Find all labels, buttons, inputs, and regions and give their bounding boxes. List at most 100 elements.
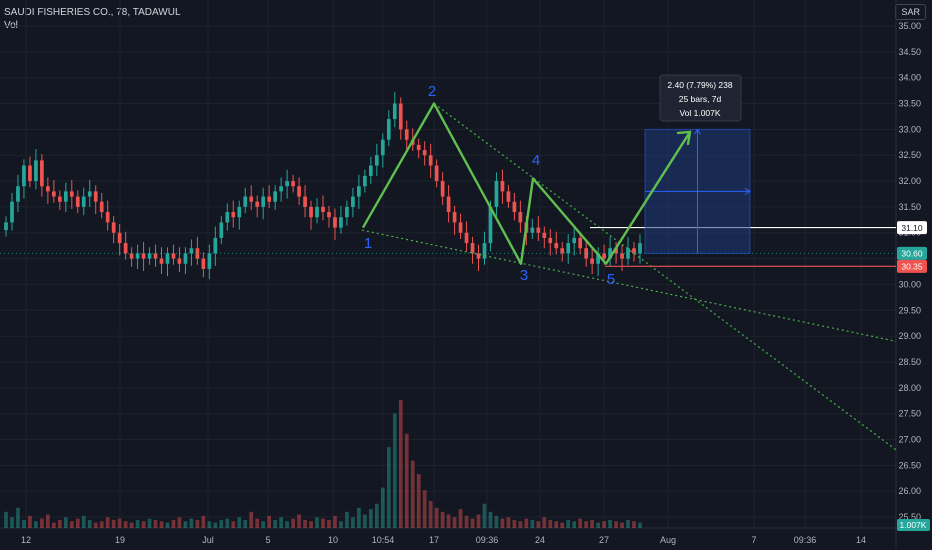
tooltip-bars: 25 bars, 7d xyxy=(679,94,722,104)
time-tick-label: 19 xyxy=(115,535,125,545)
volume-bar xyxy=(117,518,122,528)
candle-body xyxy=(590,258,595,264)
volume-bar xyxy=(440,511,445,528)
volume-tag-label: 1.007K xyxy=(900,520,927,530)
symbol-title[interactable]: SAUDI FISHERIES CO., 78, TADAWUL xyxy=(4,7,181,18)
price-tick-label: 29.50 xyxy=(898,305,921,315)
candle-body xyxy=(171,253,176,259)
candle-body xyxy=(416,144,421,151)
candle-body xyxy=(357,186,361,197)
candle-body xyxy=(249,196,254,202)
price-tick-label: 33.50 xyxy=(898,99,921,109)
candle-body xyxy=(494,181,499,207)
volume-bar xyxy=(225,518,230,528)
volume-bar xyxy=(46,514,50,528)
candle-body xyxy=(548,237,553,244)
volume-bar xyxy=(40,518,44,528)
volume-bar xyxy=(500,518,505,528)
measure-tool: 2.40 (7.79%) 238 25 bars, 7d Vol 1.007K xyxy=(644,74,751,254)
candle-body xyxy=(398,103,403,130)
volume-bar xyxy=(22,519,26,528)
volume-bar xyxy=(327,519,331,528)
candle-body xyxy=(195,248,200,259)
volume-bar xyxy=(105,517,110,528)
candle-body xyxy=(10,201,14,223)
volume-bar xyxy=(231,521,236,528)
volume-bar xyxy=(488,511,493,528)
volume-bar xyxy=(548,519,553,528)
time-tick-label: 24 xyxy=(535,535,545,545)
volume-bar xyxy=(392,413,397,528)
volume-bar xyxy=(333,515,337,528)
measure-tooltip: 2.40 (7.79%) 238 25 bars, 7d Vol 1.007K xyxy=(659,74,742,122)
volume-bar xyxy=(614,521,618,528)
price-tick-label: 32.00 xyxy=(898,176,921,186)
grid-layer xyxy=(0,0,896,528)
volume-bar xyxy=(506,517,511,528)
candle-body xyxy=(237,206,242,218)
candle-body xyxy=(81,196,86,207)
volume-bar xyxy=(578,518,583,528)
candle-body xyxy=(518,212,523,223)
volume-bar xyxy=(171,519,176,528)
volume-bar xyxy=(626,519,630,528)
price-tick-label: 35.00 xyxy=(898,21,921,31)
volume-bar xyxy=(566,519,571,528)
price-tag: 30.60 xyxy=(897,246,927,260)
volume-bar xyxy=(482,503,487,528)
volume-bar xyxy=(434,507,439,528)
candle-body xyxy=(500,181,505,192)
candle-body xyxy=(482,243,487,259)
candle-body xyxy=(34,160,38,182)
volume-tag-box xyxy=(897,519,930,531)
candle-body xyxy=(309,206,313,218)
volume-bar xyxy=(63,517,68,528)
candle-body xyxy=(261,196,266,207)
candle-body xyxy=(279,186,283,192)
candle-body xyxy=(147,253,152,259)
candle-body xyxy=(596,253,600,264)
volume-bar xyxy=(129,522,134,528)
price-tick-label: 33.00 xyxy=(898,124,921,134)
volume-bar xyxy=(201,515,206,528)
volume-bar xyxy=(237,517,242,528)
candle-body xyxy=(614,248,618,254)
candle-body xyxy=(368,165,373,176)
volume-bar xyxy=(10,517,14,528)
time-tick-label: 5 xyxy=(265,535,270,545)
volume-bar xyxy=(93,522,98,528)
volume-bar xyxy=(345,511,349,528)
time-tick-label: 27 xyxy=(599,535,609,545)
price-tick-label: 30.00 xyxy=(898,279,921,289)
volume-bar xyxy=(638,522,642,528)
candle-body xyxy=(46,186,50,192)
candle-body xyxy=(386,119,391,140)
candle-body xyxy=(16,186,20,202)
candle-body xyxy=(315,206,319,218)
candle-body xyxy=(464,232,469,244)
volume-bar xyxy=(374,503,379,528)
candle-body xyxy=(578,237,583,249)
volume-bar xyxy=(494,515,499,528)
candle-body xyxy=(458,222,463,233)
volume-bar xyxy=(572,521,577,528)
wave-label: 1 xyxy=(364,235,372,252)
volume-bar xyxy=(321,518,325,528)
candle-body xyxy=(542,232,547,238)
price-tag-label: 30.60 xyxy=(901,249,923,259)
price-tag-box xyxy=(897,221,927,235)
candle-body xyxy=(512,201,517,213)
volume-bar xyxy=(4,511,8,528)
volume-bar xyxy=(560,522,565,528)
volume-bar xyxy=(141,521,146,528)
volume-bar xyxy=(602,521,606,528)
candle-body xyxy=(632,248,636,254)
candle-body xyxy=(153,253,158,259)
candle-body xyxy=(434,165,439,182)
wave-label: 2 xyxy=(428,83,436,100)
volume-bar xyxy=(81,515,86,528)
volume-bar xyxy=(16,507,20,528)
candle-body xyxy=(422,150,427,156)
volume-bar xyxy=(530,519,535,528)
